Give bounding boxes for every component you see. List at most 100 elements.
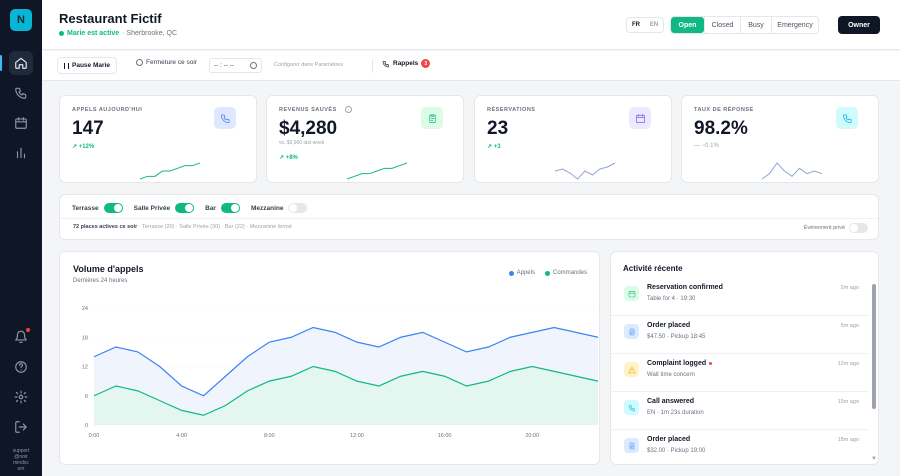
chart-subtitle: Dernières 24 heures	[73, 278, 128, 284]
sparkline	[762, 162, 822, 180]
sparkline	[347, 162, 407, 180]
activity-item[interactable]: Complaint logged Wait time concern 12m a…	[611, 354, 869, 392]
nav-help-icon[interactable]	[9, 355, 33, 379]
areas-summary: 72 places actives ce soir · Terrasse (20…	[73, 224, 292, 230]
warning-icon	[624, 362, 639, 377]
status-emergency-button[interactable]: Emergency	[771, 17, 818, 33]
toggle-private-event[interactable]	[849, 223, 868, 233]
agent-status: Marie est active	[67, 30, 120, 37]
activity-title-row: Complaint logged	[647, 360, 713, 367]
lang-fr-button[interactable]: FR	[632, 22, 640, 28]
activity-item[interactable]: Order placed $47.50 · Pickup 18:45 5m ag…	[611, 316, 869, 354]
toggle-bar[interactable]	[220, 203, 240, 213]
nav-logout-icon[interactable]	[9, 415, 33, 439]
toolbar-divider	[372, 59, 373, 73]
activity-scrollbar[interactable]	[872, 284, 876, 409]
status-open-button[interactable]: Open	[671, 17, 704, 33]
legend-commandes[interactable]: Commandes	[544, 270, 587, 276]
stat-delta: ↗ +12%	[72, 144, 95, 150]
activity-detail: Table for 4 · 19:30	[647, 296, 696, 302]
sparkline	[140, 162, 200, 180]
document-icon	[624, 324, 639, 339]
clock-icon	[136, 59, 143, 66]
area-toggles: Terrasse Salle Privée Bar Mezzanine	[72, 203, 318, 213]
lang-en-button[interactable]: EN	[649, 22, 659, 28]
nav-settings-icon[interactable]	[9, 385, 33, 409]
activity-item[interactable]: Order placed $32.00 · Pickup 19:00 18m a…	[611, 430, 869, 464]
closing-label: Fermeture ce soir	[136, 59, 197, 66]
nav-bell-icon[interactable]	[9, 325, 33, 349]
nav-calendar-icon[interactable]	[9, 111, 33, 135]
restaurant-status-switch: Open Closed Busy Emergency	[670, 16, 819, 34]
toggle-terrasse[interactable]	[103, 203, 123, 213]
nav-home-icon[interactable]	[0, 51, 33, 75]
status-busy-button[interactable]: Busy	[740, 17, 771, 33]
closing-time-input[interactable]: -- : -- --	[209, 58, 262, 73]
owner-button[interactable]: Owner	[838, 16, 880, 34]
active-indicator	[0, 55, 2, 71]
nav-phone-icon[interactable]	[9, 81, 33, 105]
stat-note: vs. $3,960 last week	[279, 140, 325, 146]
sparkline-path	[140, 162, 200, 180]
rappels-badge: 3	[421, 59, 431, 68]
config-link[interactable]: Configurer dans Paramètres	[274, 62, 344, 68]
phone-icon	[624, 400, 639, 415]
activity-item[interactable]: Call answered EN · 1m 23s duration 15m a…	[611, 392, 869, 430]
x-tick-label: 4:00	[176, 433, 187, 439]
activity-detail: $32.00 · Pickup 19:00	[647, 448, 706, 454]
stat-value: 147	[72, 118, 104, 139]
series-line-commandes	[93, 365, 599, 416]
phone-icon	[836, 107, 858, 129]
activity-item[interactable]: Reservation confirmed Table for 4 · 19:3…	[611, 278, 869, 316]
stat-card-response-rate: TAUX DE RÉPONSE 98.2% — −0.1%	[681, 95, 879, 183]
recent-activity-card: Activité récente Reservation confirmed T…	[610, 251, 879, 465]
rappels-button[interactable]: Rappels 3	[382, 59, 431, 68]
status-line: Marie est active · Sherbrooke, QC	[59, 30, 177, 37]
activity-time: 18m ago	[837, 437, 859, 443]
page-title: Restaurant Fictif	[59, 11, 162, 26]
toolbar: Pause Marie Fermeture ce soir -- : -- --…	[42, 51, 900, 81]
activity-title-row: Call answered	[647, 398, 695, 405]
activity-time: 2m ago	[840, 285, 859, 291]
stat-label: RÉSERVATIONS	[487, 107, 536, 113]
sparkline-path	[762, 162, 822, 180]
toggle-mezzanine[interactable]	[288, 203, 308, 213]
status-closed-button[interactable]: Closed	[704, 17, 740, 33]
info-icon[interactable]: i	[345, 106, 352, 113]
y-tick-label: 0	[85, 423, 88, 429]
phone-icon	[382, 60, 389, 67]
private-event-toggle-row: Événement privé	[804, 223, 868, 233]
time-picker-icon[interactable]	[250, 62, 257, 69]
stat-value: 98.2%	[694, 118, 748, 139]
language-switch: FR EN	[626, 17, 664, 33]
nav-chart-icon[interactable]	[9, 141, 33, 165]
legend-appels[interactable]: Appels	[508, 270, 535, 276]
x-tick-label: 16:00	[438, 433, 452, 439]
stat-delta: ↗ +8%	[279, 155, 298, 161]
call-volume-chart: 0 6 12 18 24 0:00 4:00 8:00 12:00 16:00 20:00	[82, 306, 599, 439]
stat-delta: — −0.1%	[694, 143, 719, 149]
sparkline-path	[347, 162, 407, 180]
stat-card-revenue: REVENUS SAUVÉS i $4,280 vs. $3,960 last …	[266, 95, 464, 183]
y-tick-label: 24	[82, 306, 88, 312]
x-tick-label: 12:00	[350, 433, 364, 439]
sparkline	[555, 162, 615, 180]
chart-title: Volume d'appels	[73, 264, 144, 274]
activity-time: 5m ago	[840, 323, 859, 329]
toggle-salle-privee[interactable]	[175, 203, 195, 213]
scroll-down-icon[interactable]: ▼	[871, 456, 877, 462]
area-mezzanine: Mezzanine	[251, 203, 308, 213]
stat-card-calls: APPELS AUJOURD'HUI 147 ↗ +12%	[59, 95, 257, 183]
activity-title: Activité récente	[623, 264, 683, 273]
stat-delta: ↗ +3	[487, 144, 501, 150]
x-tick-label: 0:00	[89, 433, 100, 439]
call-volume-card: Volume d'appels Dernières 24 heures Appe…	[59, 251, 600, 465]
support-text: support @noir mindsc om	[12, 448, 30, 472]
stat-label: REVENUS SAUVÉS	[279, 107, 337, 113]
pause-button[interactable]: Pause Marie	[57, 57, 117, 74]
app-logo[interactable]: N	[10, 9, 32, 31]
activity-time: 12m ago	[837, 361, 859, 367]
area-terrasse: Terrasse	[72, 203, 123, 213]
active-dot-icon	[59, 31, 64, 36]
phone-icon	[214, 107, 236, 129]
